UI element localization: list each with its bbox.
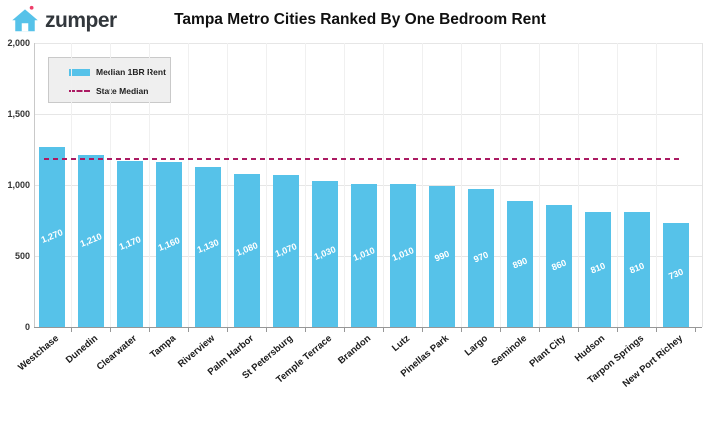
bar — [272, 175, 299, 327]
legend-label: Median 1BR Rent — [96, 67, 166, 77]
state-median-line — [43, 158, 680, 161]
bar — [584, 211, 611, 327]
bar-swatch-icon — [69, 68, 90, 76]
x-axis-tick — [227, 328, 228, 332]
dashed-line-swatch-icon — [69, 90, 90, 92]
x-gridline — [110, 43, 111, 327]
x-axis-tick — [695, 328, 696, 332]
bar — [116, 160, 143, 327]
x-axis-tick — [656, 328, 657, 332]
x-axis-tick — [539, 328, 540, 332]
x-axis-line — [34, 327, 702, 328]
x-axis-tick — [110, 328, 111, 332]
y-axis-label: 1,000 — [7, 180, 30, 190]
bar — [545, 204, 572, 327]
x-gridline — [617, 43, 618, 327]
y-gridline — [34, 43, 702, 44]
x-gridline — [500, 43, 501, 327]
x-axis-tick — [344, 328, 345, 332]
bar — [428, 186, 455, 327]
x-gridline — [578, 43, 579, 327]
bar — [350, 183, 377, 327]
bar — [194, 166, 221, 327]
y-axis-label: 500 — [14, 251, 30, 261]
x-axis-tick — [71, 328, 72, 332]
x-gridline — [344, 43, 345, 327]
bar — [77, 155, 104, 327]
x-axis-tick — [578, 328, 579, 332]
x-axis-tick — [149, 328, 150, 332]
house-icon — [12, 5, 38, 32]
y-axis-label: 1,500 — [7, 109, 30, 119]
y-axis-label: 2,000 — [7, 38, 30, 48]
bar — [155, 162, 182, 327]
bar — [662, 223, 689, 327]
y-axis-line — [34, 43, 35, 327]
zumper-logo: zumper — [10, 5, 117, 35]
x-gridline — [149, 43, 150, 327]
x-axis-tick — [266, 328, 267, 332]
y-gridline — [34, 114, 702, 115]
x-gridline — [266, 43, 267, 327]
x-gridline — [305, 43, 306, 327]
legend-item-state-median: State Median — [49, 86, 170, 96]
legend-label: State Median — [96, 86, 149, 96]
logo-wordmark: zumper — [45, 9, 117, 32]
x-gridline — [422, 43, 423, 327]
x-axis-tick — [305, 328, 306, 332]
page: zumper Tampa Metro Cities Ranked By One … — [7, 5, 703, 390]
bar — [311, 180, 338, 327]
x-gridline — [188, 43, 189, 327]
bar — [389, 183, 416, 327]
x-axis-tick — [461, 328, 462, 332]
x-gridline — [461, 43, 462, 327]
x-gridline — [656, 43, 657, 327]
chart-title: Tampa Metro Cities Ranked By One Bedroom… — [174, 11, 546, 28]
plot-right-border — [702, 43, 703, 327]
bar — [233, 173, 260, 327]
x-gridline — [71, 43, 72, 327]
bar — [467, 189, 494, 327]
bar-chart: Median 1BR Rent State Median 0 500 1,000 1,… — [7, 38, 703, 390]
x-gridline — [383, 43, 384, 327]
x-gridline — [227, 43, 228, 327]
x-axis-tick — [617, 328, 618, 332]
legend-item-median-1br-rent: Median 1BR Rent — [49, 67, 170, 77]
bar — [38, 146, 65, 327]
bar — [623, 211, 650, 327]
x-axis-tick — [188, 328, 189, 332]
y-axis-label: 0 — [24, 322, 30, 332]
bar — [506, 200, 533, 327]
x-gridline — [539, 43, 540, 327]
x-axis-tick — [422, 328, 423, 332]
x-axis-tick — [500, 328, 501, 332]
x-axis-tick — [383, 328, 384, 332]
chart-legend: Median 1BR Rent State Median — [48, 57, 171, 103]
